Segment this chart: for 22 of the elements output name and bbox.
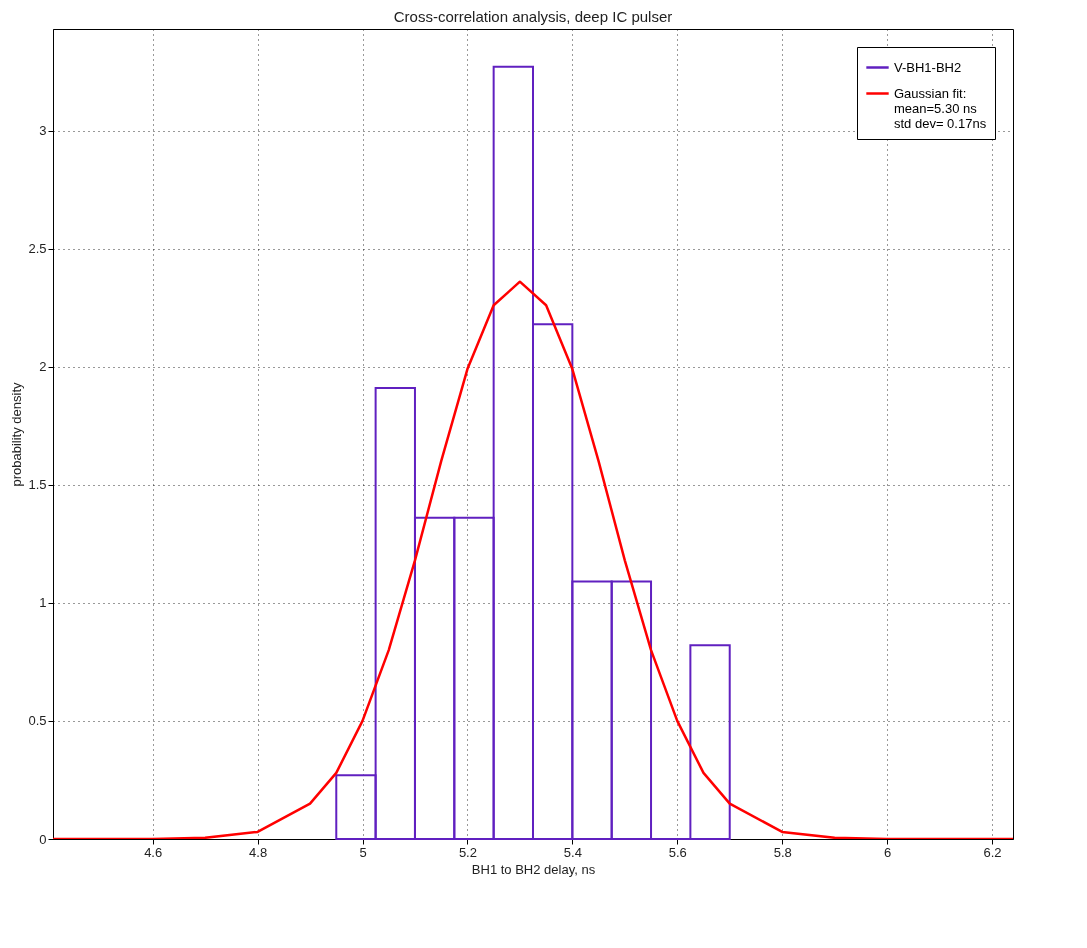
x-tick-label: 4.6: [144, 844, 163, 860]
y-tick-label: 3: [39, 123, 47, 139]
line-series: [53, 280, 1013, 839]
x-tick-label: 5.6: [668, 844, 687, 860]
x-tick-label: 6.2: [983, 844, 1002, 860]
y-tick-label: 0.5: [28, 713, 47, 729]
y-tick-label: 0: [39, 831, 47, 847]
x-tick-label: 5: [359, 844, 367, 860]
y-tick-label: 2.5: [28, 241, 47, 257]
legend-label: Gaussian fit: mean=5.30 ns std dev= 0.17ns: [894, 85, 987, 131]
x-tick-label: 5.4: [563, 844, 582, 860]
legend-label: V-BH1-BH2: [894, 59, 962, 75]
x-tick-label: 4.8: [249, 844, 268, 860]
y-tick-label: 1.5: [28, 477, 47, 493]
x-axis-title: BH1 to BH2 delay, ns: [471, 861, 596, 877]
y-tick-label: 1: [39, 595, 47, 611]
x-tick-label: 6: [883, 844, 892, 860]
x-tick-label: 5.2: [458, 844, 477, 860]
y-tick-label: 2: [39, 359, 47, 375]
y-axis-title: probability density: [9, 381, 25, 487]
x-tick-label: 5.8: [773, 844, 792, 860]
chart-title: Cross-correlation analysis, deep IC pulser: [393, 8, 673, 25]
